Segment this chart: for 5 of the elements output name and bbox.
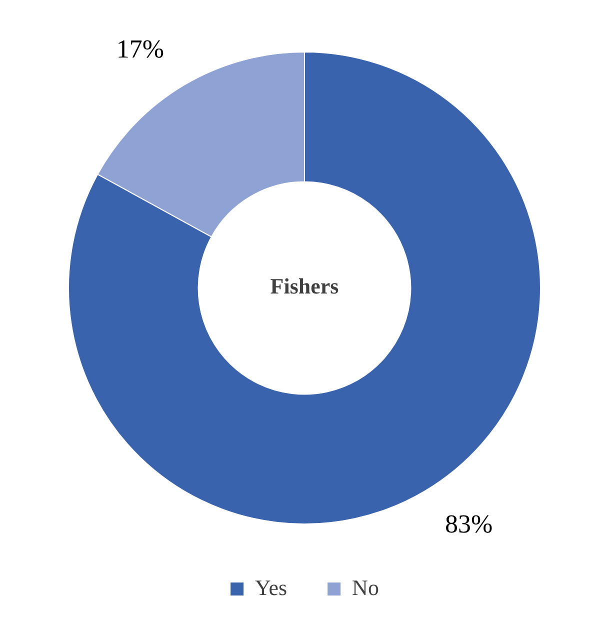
text: Fishers (270, 274, 340, 299)
legend-label: Yes (255, 574, 288, 600)
legend-label: No (352, 574, 379, 600)
data-label: 83% (444, 509, 493, 538)
data-label: 17% (116, 34, 164, 64)
